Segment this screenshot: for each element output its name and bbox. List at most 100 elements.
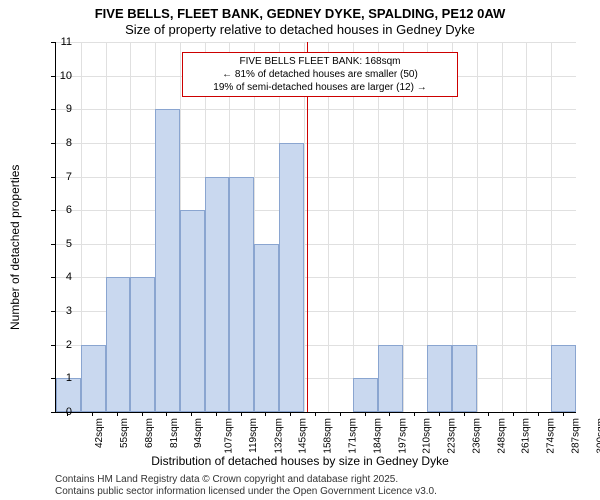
y-tick-label: 7 bbox=[52, 171, 72, 183]
y-tick-mark bbox=[51, 109, 55, 110]
marker-vline bbox=[307, 42, 308, 412]
y-tick-label: 0 bbox=[52, 406, 72, 418]
y-tick-label: 4 bbox=[52, 271, 72, 283]
chart-container: FIVE BELLS, FLEET BANK, GEDNEY DYKE, SPA… bbox=[0, 0, 600, 500]
gridline-v bbox=[353, 42, 354, 412]
histogram-bar bbox=[81, 345, 106, 412]
x-tick-label: 287sqm bbox=[570, 418, 581, 454]
x-tick-label: 55sqm bbox=[119, 418, 130, 448]
histogram-bar bbox=[155, 109, 180, 412]
x-tick-label: 248sqm bbox=[496, 418, 507, 454]
annotation-box: FIVE BELLS FLEET BANK: 168sqm ← 81% of d… bbox=[182, 52, 458, 97]
y-tick-label: 3 bbox=[52, 305, 72, 317]
histogram-bar bbox=[229, 177, 254, 412]
gridline-h bbox=[56, 177, 576, 178]
gridline-v bbox=[304, 42, 305, 412]
x-tick-mark bbox=[365, 412, 366, 416]
x-tick-mark bbox=[563, 412, 564, 416]
gridline-v bbox=[328, 42, 329, 412]
annotation-line3: 19% of semi-detached houses are larger (… bbox=[187, 81, 453, 94]
x-tick-label: 145sqm bbox=[298, 418, 309, 454]
x-tick-mark bbox=[216, 412, 217, 416]
x-tick-mark bbox=[241, 412, 242, 416]
x-tick-label: 236sqm bbox=[471, 418, 482, 454]
histogram-bar bbox=[279, 143, 304, 412]
histogram-bar bbox=[205, 177, 230, 412]
histogram-bar bbox=[353, 378, 378, 412]
y-tick-mark bbox=[51, 76, 55, 77]
y-tick-label: 10 bbox=[52, 70, 72, 82]
histogram-bar bbox=[378, 345, 403, 412]
y-tick-mark bbox=[51, 143, 55, 144]
annotation-line1: FIVE BELLS FLEET BANK: 168sqm bbox=[187, 55, 453, 68]
x-tick-mark bbox=[290, 412, 291, 416]
x-tick-mark bbox=[389, 412, 390, 416]
gridline-h bbox=[56, 42, 576, 43]
x-tick-mark bbox=[117, 412, 118, 416]
gridline-v bbox=[526, 42, 527, 412]
x-tick-label: 274sqm bbox=[546, 418, 557, 454]
x-tick-mark bbox=[92, 412, 93, 416]
footer-line2: Contains public sector information licen… bbox=[55, 486, 437, 497]
x-tick-label: 119sqm bbox=[248, 418, 259, 453]
histogram-bar bbox=[254, 244, 279, 412]
x-tick-label: 223sqm bbox=[447, 418, 458, 454]
x-tick-label: 94sqm bbox=[193, 418, 204, 448]
x-axis-label: Distribution of detached houses by size … bbox=[0, 454, 600, 468]
histogram-bar bbox=[551, 345, 576, 412]
y-tick-mark bbox=[51, 345, 55, 346]
x-tick-label: 42sqm bbox=[94, 418, 105, 448]
x-tick-label: 171sqm bbox=[348, 418, 359, 454]
histogram-bar bbox=[130, 277, 155, 412]
x-tick-label: 261sqm bbox=[521, 418, 532, 454]
histogram-bar bbox=[427, 345, 452, 412]
x-tick-mark bbox=[166, 412, 167, 416]
y-tick-label: 5 bbox=[52, 238, 72, 250]
y-tick-mark bbox=[51, 177, 55, 178]
x-tick-mark bbox=[315, 412, 316, 416]
x-tick-mark bbox=[538, 412, 539, 416]
gridline-h bbox=[56, 244, 576, 245]
plot-area bbox=[55, 42, 576, 413]
y-tick-label: 6 bbox=[52, 204, 72, 216]
y-tick-mark bbox=[51, 277, 55, 278]
x-tick-mark bbox=[191, 412, 192, 416]
chart-title-main: FIVE BELLS, FLEET BANK, GEDNEY DYKE, SPA… bbox=[0, 6, 600, 21]
gridline-v bbox=[502, 42, 503, 412]
y-tick-label: 9 bbox=[52, 103, 72, 115]
y-tick-label: 1 bbox=[52, 372, 72, 384]
x-tick-label: 132sqm bbox=[273, 418, 284, 454]
gridline-h bbox=[56, 143, 576, 144]
x-tick-mark bbox=[464, 412, 465, 416]
y-tick-mark bbox=[51, 244, 55, 245]
x-tick-mark bbox=[265, 412, 266, 416]
gridline-h bbox=[56, 109, 576, 110]
y-tick-mark bbox=[51, 412, 55, 413]
x-tick-mark bbox=[513, 412, 514, 416]
x-tick-mark bbox=[142, 412, 143, 416]
y-tick-mark bbox=[51, 378, 55, 379]
x-tick-mark bbox=[488, 412, 489, 416]
x-tick-mark bbox=[414, 412, 415, 416]
y-tick-label: 11 bbox=[52, 36, 72, 48]
y-tick-label: 2 bbox=[52, 339, 72, 351]
footer-line1: Contains HM Land Registry data © Crown c… bbox=[55, 474, 398, 485]
x-tick-mark bbox=[439, 412, 440, 416]
gridline-v bbox=[477, 42, 478, 412]
x-tick-label: 158sqm bbox=[323, 418, 334, 454]
y-tick-label: 8 bbox=[52, 137, 72, 149]
x-tick-label: 107sqm bbox=[224, 418, 235, 454]
annotation-line2: ← 81% of detached houses are smaller (50… bbox=[187, 68, 453, 81]
x-tick-label: 81sqm bbox=[169, 418, 180, 448]
chart-title-sub: Size of property relative to detached ho… bbox=[0, 22, 600, 37]
x-tick-label: 210sqm bbox=[422, 418, 433, 454]
histogram-bar bbox=[452, 345, 477, 412]
x-tick-label: 184sqm bbox=[372, 418, 383, 454]
y-tick-mark bbox=[51, 311, 55, 312]
x-tick-label: 68sqm bbox=[144, 418, 155, 448]
gridline-v bbox=[403, 42, 404, 412]
y-tick-mark bbox=[51, 42, 55, 43]
x-tick-mark bbox=[67, 412, 68, 416]
y-axis-label: Number of detached properties bbox=[8, 165, 22, 330]
histogram-bar bbox=[106, 277, 131, 412]
